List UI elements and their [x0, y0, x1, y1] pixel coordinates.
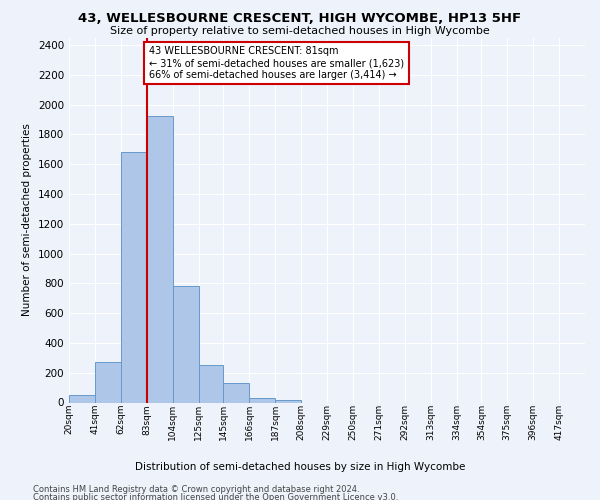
Text: 43, WELLESBOURNE CRESCENT, HIGH WYCOMBE, HP13 5HF: 43, WELLESBOURNE CRESCENT, HIGH WYCOMBE,… [79, 12, 521, 26]
Bar [199, 366, 223, 403]
Bar [223, 383, 249, 402]
Text: Contains public sector information licensed under the Open Government Licence v3: Contains public sector information licen… [33, 493, 398, 500]
Bar [249, 398, 275, 402]
Y-axis label: Number of semi-detached properties: Number of semi-detached properties [22, 124, 32, 316]
Bar [69, 395, 95, 402]
Bar [147, 116, 173, 403]
Text: Contains HM Land Registry data © Crown copyright and database right 2024.: Contains HM Land Registry data © Crown c… [33, 485, 359, 494]
Text: Distribution of semi-detached houses by size in High Wycombe: Distribution of semi-detached houses by … [135, 462, 465, 472]
Text: 43 WELLESBOURNE CRESCENT: 81sqm
← 31% of semi-detached houses are smaller (1,623: 43 WELLESBOURNE CRESCENT: 81sqm ← 31% of… [149, 46, 404, 80]
Bar [121, 152, 147, 403]
Text: Size of property relative to semi-detached houses in High Wycombe: Size of property relative to semi-detach… [110, 26, 490, 36]
Bar [173, 286, 199, 403]
Bar [275, 400, 301, 402]
Bar [95, 362, 121, 403]
